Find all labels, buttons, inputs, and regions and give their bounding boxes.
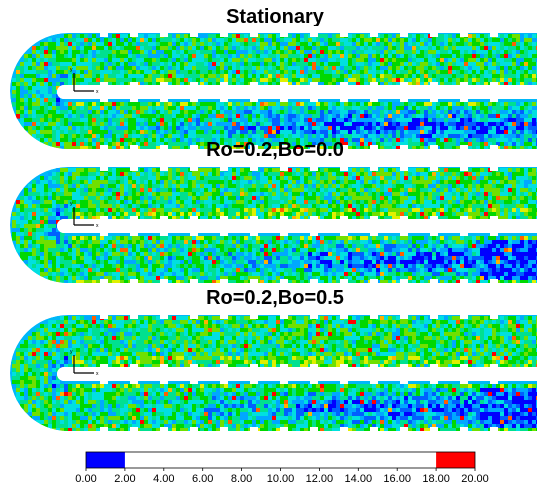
colorbar: 0.00 2.00 4.00 6.00 8.00 10.00 12.00 14.00 16.00… (75, 451, 489, 485)
colorbar-tick-label: 8.00 (231, 473, 252, 485)
colorbar-tick-label: 18.00 (422, 473, 450, 485)
axis-indicator-y-label: y (70, 349, 73, 355)
colorbar-swatch-0 (86, 452, 125, 468)
colorbar-tick-label: 14.00 (345, 473, 373, 485)
axis-indicator-y-label: y (70, 67, 73, 73)
contour-panel-stationary: yx (0, 26, 550, 156)
axis-indicator-x-label: x (96, 223, 99, 229)
colorbar-tick-label: 2.00 (114, 473, 135, 485)
axis-indicator-y-label: y (70, 201, 73, 207)
axis-indicator-x-label: x (96, 89, 99, 95)
axis-indicator: yx (70, 201, 99, 229)
panel-title-ro02-bo00: Ro=0.2,Bo=0.0 (206, 139, 344, 161)
colorbar-tick-label: 10.00 (267, 473, 295, 485)
panel-title-ro02-bo05: Ro=0.2,Bo=0.5 (206, 287, 344, 309)
contour-panel-ro02-bo00: yx (0, 160, 550, 290)
axis-indicator: yx (70, 349, 99, 377)
colorbar-tick-label: 0.00 (75, 473, 96, 485)
colorbar-tick-label: 12.00 (306, 473, 334, 485)
axis-indicator: yx (70, 67, 99, 95)
contour-panel-ro02-bo05: yx (0, 308, 550, 438)
colorbar-tick-label: 16.00 (383, 473, 411, 485)
axis-indicator-x-label: x (96, 371, 99, 377)
colorbar-tick-label: 6.00 (192, 473, 213, 485)
panel-title-stationary: Stationary (226, 6, 324, 28)
colorbar-tick-label: 20.00 (461, 473, 489, 485)
colorbar-tick-label: 4.00 (153, 473, 174, 485)
colorbar-swatch-9 (436, 452, 475, 468)
